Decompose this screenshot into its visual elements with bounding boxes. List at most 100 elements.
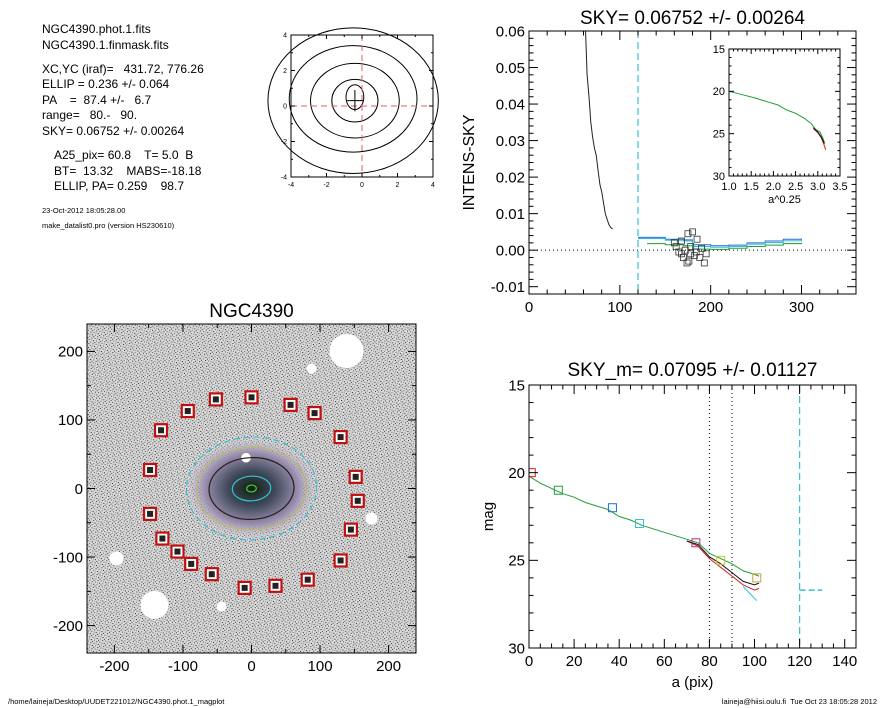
contour-level-3 — [310, 62, 400, 139]
sky-point — [680, 254, 687, 261]
sky-box-core — [304, 576, 311, 583]
sky-x-tick-label: 100 — [607, 299, 632, 316]
inset-x-tick-label: 1.5 — [744, 181, 759, 193]
magnitude-plot: 0 20 40 60 80 100 120 140 15 20 25 30 SKY_m= 0.07095… — [480, 360, 857, 691]
contour-x-tick-label: -2 — [323, 182, 329, 189]
masked-star — [109, 551, 124, 566]
sky-box-core — [184, 408, 191, 415]
mag-title: SKY_m= 0.07095 +/- 0.01127 — [568, 360, 818, 381]
sky-point — [687, 250, 695, 258]
isophote-ellipse-5 — [246, 484, 257, 493]
info-line-mask: NGC4390.1.finmask.fits — [42, 38, 169, 52]
inset-x-tick-label: 2.5 — [788, 181, 803, 193]
sky-y-tick-label: 0.04 — [496, 96, 525, 113]
mag-marker — [716, 555, 726, 565]
image-y-tick-label: 0 — [75, 481, 83, 498]
sky-point — [693, 235, 701, 243]
mag-ylabel: mag — [480, 502, 497, 531]
contour-level-2 — [331, 78, 379, 123]
contour-y-tick-label: 4 — [283, 32, 287, 39]
inset-x-tick-label: 2.0 — [766, 181, 781, 193]
sky-x-tick-label: 200 — [698, 299, 723, 316]
info-line-a25: A25_pix= 60.8 T= 5.0 B — [54, 148, 194, 162]
sky-point — [685, 257, 693, 265]
sky-box-core — [337, 557, 344, 564]
info-line-file: NGC4390.phot.1.fits — [42, 22, 151, 36]
info-line-pa: PA = 87.4 +/- 6.7 — [42, 93, 152, 107]
sky-y-tick-label: -0.01 — [491, 279, 525, 296]
image-y-tick-label: 200 — [58, 344, 83, 361]
info-line-center: XC,YC (iraf)= 431.72, 776.26 — [42, 62, 204, 76]
image-x-tick-label: -100 — [168, 658, 198, 675]
mag-x-tick-label: 80 — [701, 653, 718, 670]
info-line-range: range= 80.- 90. — [42, 108, 138, 122]
isophote-ellipse-1 — [185, 436, 318, 541]
mag-x-tick-label: 140 — [832, 653, 857, 670]
mag-marker — [553, 485, 563, 495]
inset-y-tick-label: 15 — [713, 44, 725, 56]
sky-x-tick-label: 300 — [789, 299, 814, 316]
sky-point — [692, 248, 700, 256]
sky-y-tick-label: 0.00 — [496, 242, 525, 259]
contour-x-tick-label: 0 — [360, 182, 364, 189]
image-title: NGC4390 — [209, 301, 294, 322]
sky-box-core — [174, 548, 181, 555]
mag-x-tick-label: 40 — [611, 653, 628, 670]
galaxy-image-plot: -200 -100 0 100 200 -200 -100 0 100 200 NGC4390 — [53, 301, 417, 675]
contour-plot: -4 -2 0 2 4 -4 -2 0 2 4 — [267, 27, 439, 189]
sky-point — [698, 244, 705, 252]
sky-point — [687, 243, 695, 250]
sky-box-core — [188, 560, 195, 567]
sky-box-core — [311, 410, 318, 417]
contour-x-tick-label: 2 — [396, 182, 400, 189]
inset-x-tick-label: 3.5 — [832, 181, 847, 193]
masked-star — [140, 591, 169, 619]
mag-marker — [635, 519, 645, 529]
sky-point — [670, 239, 678, 247]
inset-x-tick-label: 1.0 — [721, 181, 736, 193]
info-line-bt: BT= 13.32 MABS=-18.18 — [54, 164, 202, 178]
footer-path: /home/laineja/Desktop/UUDET221012/NGC439… — [8, 697, 225, 706]
mag-marker — [691, 538, 701, 548]
sky-box-core — [352, 473, 359, 480]
image-x-tick-label: 0 — [247, 658, 255, 675]
info-line-ellip-pa: ELLIP, PA= 0.259 98.7 — [54, 179, 184, 193]
masked-star — [329, 334, 364, 368]
contour-x-tick-label: -4 — [288, 182, 294, 189]
contour-y-tick-label: 2 — [283, 68, 287, 75]
mag-y-tick-label: 25 — [508, 553, 525, 570]
mag-series-4 — [742, 586, 758, 602]
sky-point — [702, 250, 710, 258]
inset-y-tick-label: 30 — [713, 171, 725, 183]
mag-x-tick-label: 60 — [656, 653, 673, 670]
image-y-tick-label: 100 — [58, 412, 83, 429]
mag-plot-area — [529, 385, 823, 648]
contour-level-4 — [288, 45, 418, 153]
inset-xlabel: a^0.25 — [768, 194, 801, 206]
sky-y-tick-label: 0.02 — [496, 169, 525, 186]
sky-title: SKY= 0.06752 +/- 0.00264 — [580, 8, 805, 29]
contour-x-tick-label: 4 — [431, 182, 435, 189]
sky-box-core — [248, 394, 255, 401]
inset-y-tick-label: 25 — [713, 129, 725, 141]
contour-y-tick-label: 0 — [283, 103, 287, 110]
sky-box-core — [287, 401, 294, 408]
sky-y-tick-label: 0.01 — [496, 206, 525, 223]
sky-point — [696, 254, 704, 261]
sky-box-core — [354, 497, 361, 504]
sky-box-core — [208, 571, 215, 578]
sky-box-core — [158, 427, 165, 434]
inset-y-tick-label: 20 — [713, 86, 725, 98]
image-x-tick-label: 200 — [376, 658, 401, 675]
inset-x-tick-label: 3.0 — [810, 181, 825, 193]
sky-box-core — [147, 510, 154, 517]
mag-frame — [528, 384, 857, 649]
masked-star — [365, 512, 378, 525]
sky-profile-line — [585, 31, 613, 230]
sky-point — [690, 252, 698, 260]
sky-box-core — [159, 535, 166, 542]
mag-marker — [607, 503, 617, 513]
info-line-ellip: ELLIP = 0.236 +/- 0.064 — [42, 77, 170, 91]
mag-x-tick-label: 120 — [787, 653, 812, 670]
contour-y-tick-label: -4 — [281, 174, 287, 181]
